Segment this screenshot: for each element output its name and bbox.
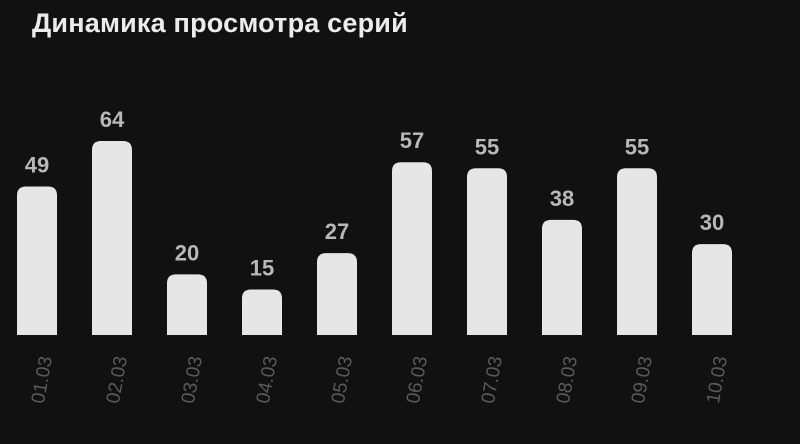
value-label-08.03: 38 [550, 186, 574, 211]
x-tick-label-01.03: 01.03 [28, 355, 57, 405]
bar-04.03 [242, 289, 282, 335]
value-label-07.03: 55 [475, 134, 499, 159]
bar-05.03 [317, 253, 357, 335]
bar-01.03 [17, 186, 57, 335]
x-tick-label-08.03: 08.03 [553, 355, 582, 405]
bar-09.03 [617, 168, 657, 335]
bar-08.03 [542, 219, 582, 335]
value-label-10.03: 30 [700, 210, 724, 235]
value-label-01.03: 49 [25, 152, 49, 177]
x-tick-label-06.03: 06.03 [403, 355, 432, 405]
bar-03.03 [167, 274, 207, 335]
x-tick-label-07.03: 07.03 [478, 355, 507, 405]
value-label-05.03: 27 [325, 219, 349, 244]
x-tick-label-05.03: 05.03 [328, 355, 357, 405]
value-label-06.03: 57 [400, 128, 424, 153]
bar-10.03 [692, 244, 732, 335]
value-label-03.03: 20 [175, 240, 199, 265]
value-label-04.03: 15 [250, 256, 274, 281]
x-tick-label-10.03: 10.03 [703, 355, 732, 405]
x-tick-label-09.03: 09.03 [628, 355, 657, 405]
x-tick-label-02.03: 02.03 [103, 355, 132, 405]
chart-title: Динамика просмотра серий [32, 8, 408, 38]
bar-07.03 [467, 168, 507, 335]
x-tick-label-04.03: 04.03 [253, 355, 282, 405]
bar-02.03 [92, 141, 132, 335]
bar-06.03 [392, 162, 432, 335]
x-tick-label-03.03: 03.03 [178, 355, 207, 405]
value-label-02.03: 64 [100, 107, 125, 132]
value-label-09.03: 55 [625, 134, 649, 159]
